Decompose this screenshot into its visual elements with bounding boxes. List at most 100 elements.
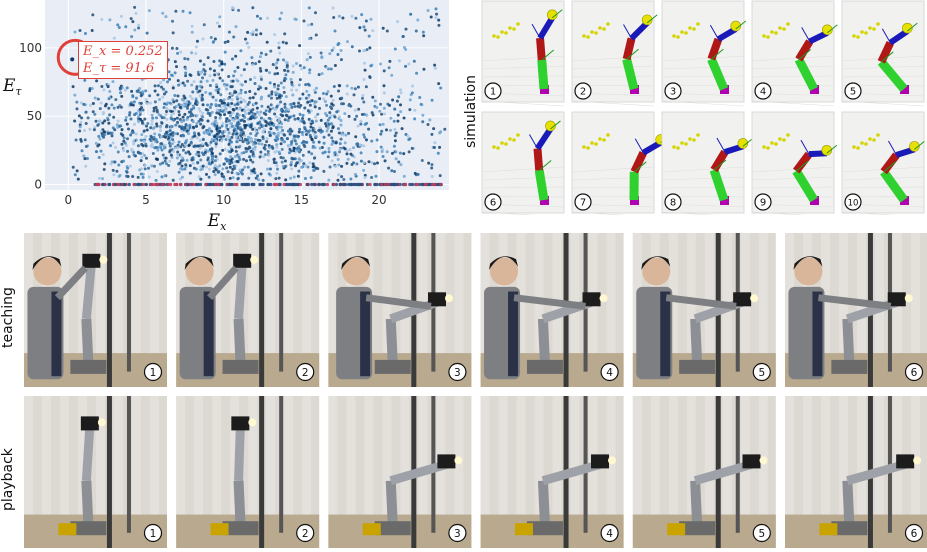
- scatter-point: [239, 92, 242, 95]
- baseline-point: [380, 183, 383, 186]
- scatter-point: [236, 177, 239, 180]
- scatter-point: [211, 122, 214, 125]
- scatter-point: [264, 113, 267, 116]
- scatter-point: [240, 131, 243, 134]
- baseline-point: [214, 183, 217, 186]
- scatter-point: [272, 158, 275, 161]
- scatter-point: [77, 178, 80, 181]
- scatter-point: [244, 106, 247, 109]
- pole: [127, 233, 131, 372]
- scatter-point: [204, 91, 207, 94]
- curtain-fold: [705, 396, 714, 515]
- photo-step-number: 2: [302, 528, 309, 540]
- scatter-point: [116, 123, 119, 126]
- scatter-point: [221, 132, 224, 135]
- scatter-point: [267, 105, 270, 108]
- scatter-point: [219, 93, 222, 96]
- scatter-point: [178, 171, 181, 174]
- scatter-point: [266, 168, 269, 171]
- scatter-point: [217, 88, 220, 91]
- scatter-point: [364, 123, 367, 126]
- annotation-etau: E_τ = 91.6: [83, 60, 163, 77]
- scatter-point: [220, 139, 223, 142]
- baseline-point: [161, 183, 164, 186]
- scatter-point: [308, 68, 311, 71]
- scatter-point: [397, 114, 400, 117]
- scatter-point: [219, 77, 222, 80]
- scatter-point: [330, 95, 333, 98]
- scatter-point: [322, 170, 325, 173]
- scatter-point: [259, 139, 262, 142]
- scatter-point: [340, 102, 343, 105]
- scatter-point: [393, 170, 396, 173]
- sim-marker: [868, 26, 872, 30]
- baseline-point: [175, 183, 178, 186]
- robot-link: [695, 481, 697, 525]
- scatter-point: [147, 167, 150, 170]
- sim-marker: [672, 34, 676, 38]
- scatter-point: [180, 120, 183, 123]
- scatter-point: [215, 168, 218, 171]
- scatter-point: [411, 147, 414, 150]
- scatter-point: [169, 110, 172, 113]
- scatter-point: [290, 157, 293, 160]
- scatter-point: [160, 148, 163, 151]
- curtain-fold: [553, 233, 562, 353]
- scatter-point: [439, 174, 442, 177]
- scatter-point: [205, 165, 208, 168]
- scatter-point: [284, 118, 287, 121]
- scatter-point: [123, 136, 126, 139]
- scatter-point: [227, 75, 230, 78]
- scatter-point: [180, 159, 183, 162]
- scatter-point: [250, 138, 253, 141]
- scatter-point: [260, 78, 263, 81]
- scatter-point: [143, 118, 146, 121]
- scatter-point: [163, 116, 166, 119]
- scatter-point: [319, 131, 322, 134]
- scatter-point: [275, 172, 278, 175]
- scatter-point: [111, 80, 114, 83]
- scatter-point: [255, 177, 258, 180]
- scatter-point: [293, 118, 296, 121]
- scatter-point: [224, 41, 227, 44]
- scatter-point: [193, 145, 196, 148]
- scatter-point: [107, 122, 110, 125]
- scatter-point: [371, 29, 374, 32]
- scatter-point: [223, 178, 226, 181]
- scatter-point: [233, 70, 236, 73]
- scatter-point: [199, 59, 202, 62]
- scatter-point: [408, 150, 411, 153]
- scatter-point: [205, 108, 208, 111]
- scatter-point: [340, 165, 343, 168]
- sim-step-number: 1: [490, 87, 496, 98]
- scatter-point: [137, 115, 140, 118]
- scatter-point: [333, 151, 336, 154]
- scatter-point: [309, 56, 312, 59]
- scatter-point: [408, 108, 411, 111]
- scatter-point: [214, 155, 217, 158]
- scatter-point: [270, 97, 273, 100]
- simulation-tile: 3: [662, 1, 746, 106]
- scatter-point: [154, 84, 157, 87]
- scatter-point: [249, 78, 252, 81]
- scatter-point: [273, 33, 276, 36]
- sim-marker: [852, 34, 856, 38]
- scatter-point: [118, 104, 121, 107]
- curtain-fold: [759, 233, 768, 353]
- photo-step-number: 5: [758, 367, 765, 379]
- scatter-point: [190, 137, 193, 140]
- scatter-point: [160, 175, 163, 178]
- scatter-point: [142, 144, 145, 147]
- scatter-point: [218, 59, 221, 62]
- scatter-point: [402, 152, 405, 155]
- scatter-point: [432, 127, 435, 130]
- scatter-point: [237, 108, 240, 111]
- scatter-point: [182, 10, 185, 13]
- scatter-point: [240, 171, 243, 174]
- scatter-point: [74, 173, 77, 176]
- scatter-point: [143, 129, 146, 132]
- scatter-point: [362, 25, 365, 28]
- scatter-point: [196, 114, 199, 117]
- scatter-point: [192, 120, 195, 123]
